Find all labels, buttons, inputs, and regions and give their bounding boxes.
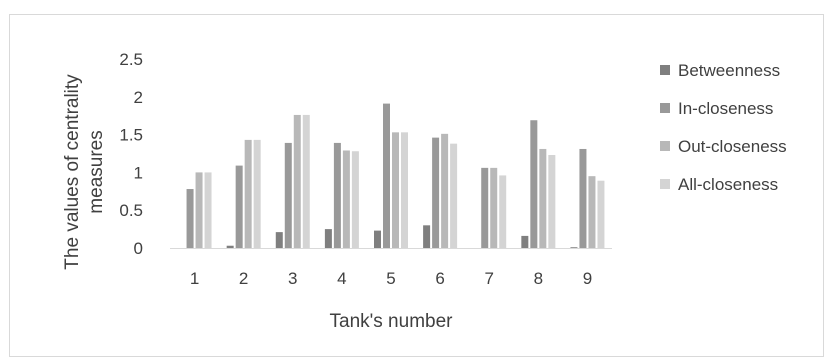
bar-in-closeness-8 bbox=[530, 120, 538, 248]
y-axis-title-line-1: The values of centrality bbox=[62, 74, 83, 270]
x-tick-label: 6 bbox=[435, 269, 444, 288]
bar-all-closeness-9 bbox=[597, 180, 605, 248]
chart-frame bbox=[9, 14, 824, 357]
x-tick-label: 1 bbox=[190, 269, 199, 288]
x-tick-label: 7 bbox=[484, 269, 493, 288]
legend-swatch-all-closeness bbox=[660, 179, 670, 189]
bar-betweenness-9 bbox=[570, 247, 578, 248]
bar-all-closeness-6 bbox=[450, 143, 458, 248]
bar-out-closeness-4 bbox=[342, 150, 350, 248]
x-tick-label: 8 bbox=[534, 269, 543, 288]
legend-swatch-out-closeness bbox=[660, 141, 670, 151]
x-tick-label: 5 bbox=[386, 269, 395, 288]
bar-betweenness-2 bbox=[226, 245, 234, 248]
bar-out-closeness-6 bbox=[441, 133, 449, 248]
bar-betweenness-6 bbox=[423, 225, 431, 248]
bar-in-closeness-4 bbox=[333, 142, 341, 248]
y-axis-title-line-2: measures bbox=[86, 130, 107, 213]
bar-out-closeness-7 bbox=[490, 167, 498, 248]
y-tick-label: 1 bbox=[134, 163, 143, 182]
x-tick-labels: 1 2 3 4 5 6 7 8 9 bbox=[190, 269, 592, 288]
bar-in-closeness-3 bbox=[284, 142, 292, 248]
bar-in-closeness-1 bbox=[186, 189, 194, 248]
bar-in-closeness-7 bbox=[481, 167, 489, 248]
legend-swatch-betweenness bbox=[660, 65, 670, 75]
legend-label-all-closeness: All-closeness bbox=[678, 175, 778, 194]
x-axis-title: Tank's number bbox=[330, 311, 454, 332]
bar-out-closeness-3 bbox=[293, 114, 301, 248]
bar-all-closeness-4 bbox=[351, 151, 359, 248]
bar-all-closeness-5 bbox=[401, 132, 408, 248]
bar-out-closeness-1 bbox=[195, 172, 203, 248]
bar-out-closeness-2 bbox=[244, 139, 252, 248]
bar-betweenness-8 bbox=[521, 235, 529, 248]
y-axis-title: The values of centrality measures bbox=[62, 74, 107, 270]
legend-swatch-in-closeness bbox=[660, 103, 670, 113]
bars bbox=[186, 103, 605, 248]
bar-in-closeness-9 bbox=[579, 148, 587, 248]
y-tick-label: 1.5 bbox=[119, 126, 143, 145]
bar-all-closeness-1 bbox=[204, 172, 212, 248]
y-tick-label: 2.5 bbox=[119, 50, 143, 69]
bar-betweenness-3 bbox=[275, 232, 283, 248]
bar-all-closeness-2 bbox=[253, 139, 261, 248]
bar-all-closeness-7 bbox=[499, 175, 507, 248]
bar-out-closeness-8 bbox=[539, 148, 547, 248]
y-tick-label: 0.5 bbox=[119, 201, 143, 220]
legend-label-betweenness: Betweenness bbox=[678, 61, 780, 80]
bar-in-closeness-6 bbox=[432, 137, 440, 248]
x-tick-label: 9 bbox=[583, 269, 592, 288]
legend-label-in-closeness: In-closeness bbox=[678, 99, 773, 118]
bar-all-closeness-3 bbox=[302, 114, 310, 248]
y-tick-label: 0 bbox=[134, 239, 143, 258]
legend-label-out-closeness: Out-closeness bbox=[678, 137, 787, 156]
x-tick-label: 2 bbox=[239, 269, 248, 288]
bar-out-closeness-5 bbox=[392, 132, 399, 248]
bar-out-closeness-9 bbox=[588, 176, 596, 248]
y-tick-label: 2 bbox=[134, 88, 143, 107]
legend: Betweenness In-closeness Out-closeness All-… bbox=[660, 61, 787, 194]
x-tick-label: 3 bbox=[288, 269, 297, 288]
bar-all-closeness-8 bbox=[548, 155, 556, 248]
y-tick-labels: 0 0.5 1 1.5 2 2.5 bbox=[119, 50, 143, 258]
x-tick-label: 4 bbox=[337, 269, 346, 288]
bar-betweenness-5 bbox=[374, 230, 381, 248]
bar-in-closeness-5 bbox=[383, 103, 390, 248]
bar-betweenness-4 bbox=[324, 229, 332, 248]
bar-in-closeness-2 bbox=[235, 165, 243, 248]
